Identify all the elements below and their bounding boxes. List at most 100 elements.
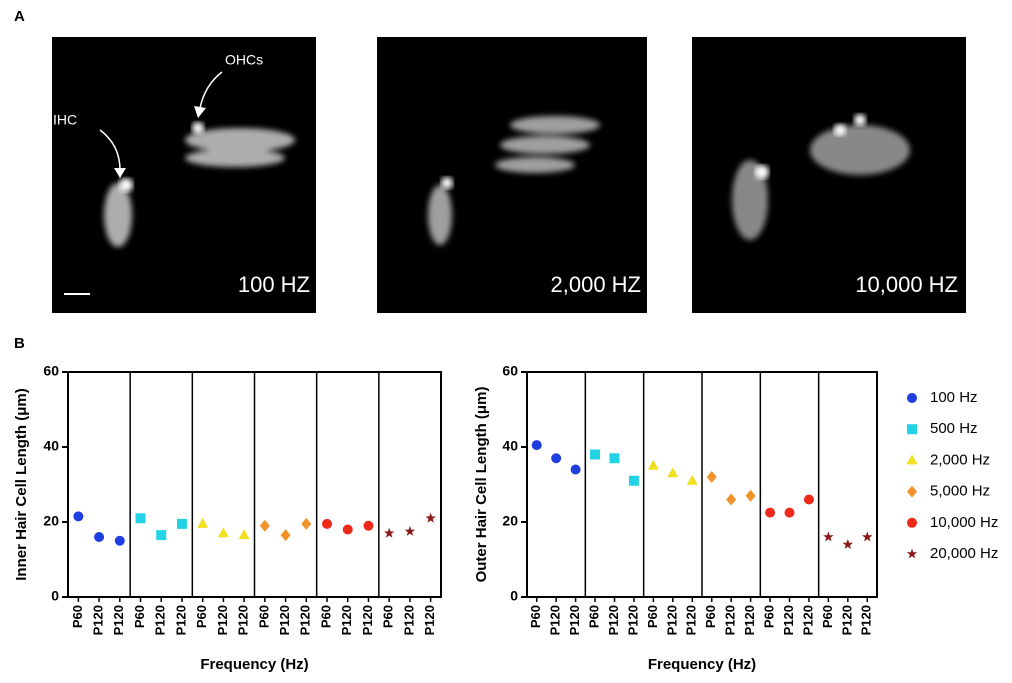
marker (114, 535, 125, 546)
y-tick-label: 60 (502, 363, 518, 379)
x-tick-label: P60 (132, 605, 147, 628)
marker (176, 518, 187, 529)
x-tick-label: P60 (381, 605, 396, 628)
x-tick-label: P120 (625, 605, 640, 635)
marker (217, 527, 229, 538)
panel-label: A (14, 8, 25, 25)
x-tick-label: P120 (800, 605, 815, 635)
marker (135, 513, 146, 524)
micrograph: IHC OHCs 100 HZ (52, 37, 316, 313)
marker (842, 539, 854, 549)
marker (570, 464, 581, 475)
micrograph: 2,000 HZ (377, 37, 647, 313)
marker (907, 485, 917, 498)
legend-label: 100 Hz (930, 389, 978, 406)
x-tick-label: P120 (277, 605, 292, 635)
marker (667, 467, 679, 478)
marker (906, 548, 918, 559)
y-tick-label: 60 (43, 363, 59, 379)
y-axis-label: Inner Hair Cell Length (μm) (13, 388, 30, 581)
marker (94, 532, 105, 542)
marker (907, 424, 917, 435)
x-axis-label: Frequency (Hz) (648, 656, 756, 673)
y-tick-label: 20 (43, 513, 59, 529)
annotation: OHCs (225, 52, 263, 68)
x-tick-label: P120 (298, 605, 313, 635)
marker (156, 530, 167, 541)
x-tick-label: P120 (111, 605, 126, 635)
x-tick-label: P120 (422, 605, 437, 635)
marker (647, 459, 659, 470)
x-tick-label: P120 (360, 605, 375, 635)
legend-label: 10,000 Hz (930, 514, 998, 531)
marker (363, 520, 374, 531)
marker (259, 519, 270, 532)
x-tick-label: P120 (401, 605, 416, 635)
x-tick-label: P120 (236, 605, 251, 635)
marker (862, 531, 873, 542)
x-tick-label: P120 (548, 605, 563, 635)
marker (301, 517, 312, 530)
marker (907, 393, 917, 403)
x-tick-label: P120 (859, 605, 874, 635)
y-axis-label: Outer Hair Cell Length (μm) (473, 387, 490, 583)
x-tick-label: P60 (70, 605, 85, 628)
marker (907, 517, 917, 528)
x-tick-label: P120 (684, 605, 699, 635)
marker (384, 527, 395, 538)
x-axis-label: Frequency (Hz) (200, 656, 308, 673)
x-tick-label: P60 (256, 605, 271, 628)
x-tick-label: P120 (781, 605, 796, 635)
marker (686, 474, 698, 485)
image-label: 2,000 HZ (551, 272, 642, 297)
x-tick-label: P120 (742, 605, 757, 635)
x-tick-label: P120 (173, 605, 188, 635)
x-tick-label: P120 (606, 605, 621, 635)
x-tick-label: P120 (839, 605, 854, 635)
marker (784, 507, 795, 518)
marker (238, 529, 250, 540)
x-tick-label: P60 (703, 605, 718, 628)
image-label: 100 HZ (238, 272, 310, 297)
x-tick-label: P120 (339, 605, 354, 635)
marker (706, 471, 717, 483)
x-tick-label: P60 (761, 605, 776, 628)
x-tick-label: P60 (820, 605, 835, 628)
marker (726, 493, 737, 506)
annotation: IHC (53, 112, 77, 128)
marker (322, 518, 333, 529)
marker (765, 507, 776, 518)
marker (425, 512, 436, 523)
y-tick-label: 0 (51, 588, 59, 604)
panel-label: B (14, 335, 25, 352)
marker (590, 449, 601, 460)
image-label: 10,000 HZ (855, 272, 958, 297)
marker (628, 475, 639, 486)
marker (745, 489, 756, 502)
marker (73, 511, 84, 522)
legend-label: 5,000 Hz (930, 483, 990, 500)
y-tick-label: 20 (502, 513, 518, 529)
x-tick-label: P120 (153, 605, 168, 635)
marker (342, 524, 353, 535)
x-tick-label: P60 (528, 605, 543, 628)
x-tick-label: P120 (664, 605, 679, 635)
marker (280, 529, 291, 542)
legend-label: 2,000 Hz (930, 451, 990, 468)
y-tick-label: 40 (502, 438, 518, 454)
marker (531, 440, 542, 451)
x-tick-label: P120 (215, 605, 230, 635)
marker (823, 531, 834, 542)
marker (404, 525, 416, 536)
micrograph: 10,000 HZ (692, 37, 966, 313)
x-tick-label: P60 (645, 605, 660, 628)
marker (906, 454, 918, 465)
legend-label: 500 Hz (930, 420, 978, 437)
marker (803, 494, 814, 505)
x-tick-label: P60 (318, 605, 333, 628)
x-tick-label: P120 (723, 605, 738, 635)
marker (197, 517, 209, 528)
marker (609, 453, 620, 464)
x-tick-label: P60 (586, 605, 601, 628)
